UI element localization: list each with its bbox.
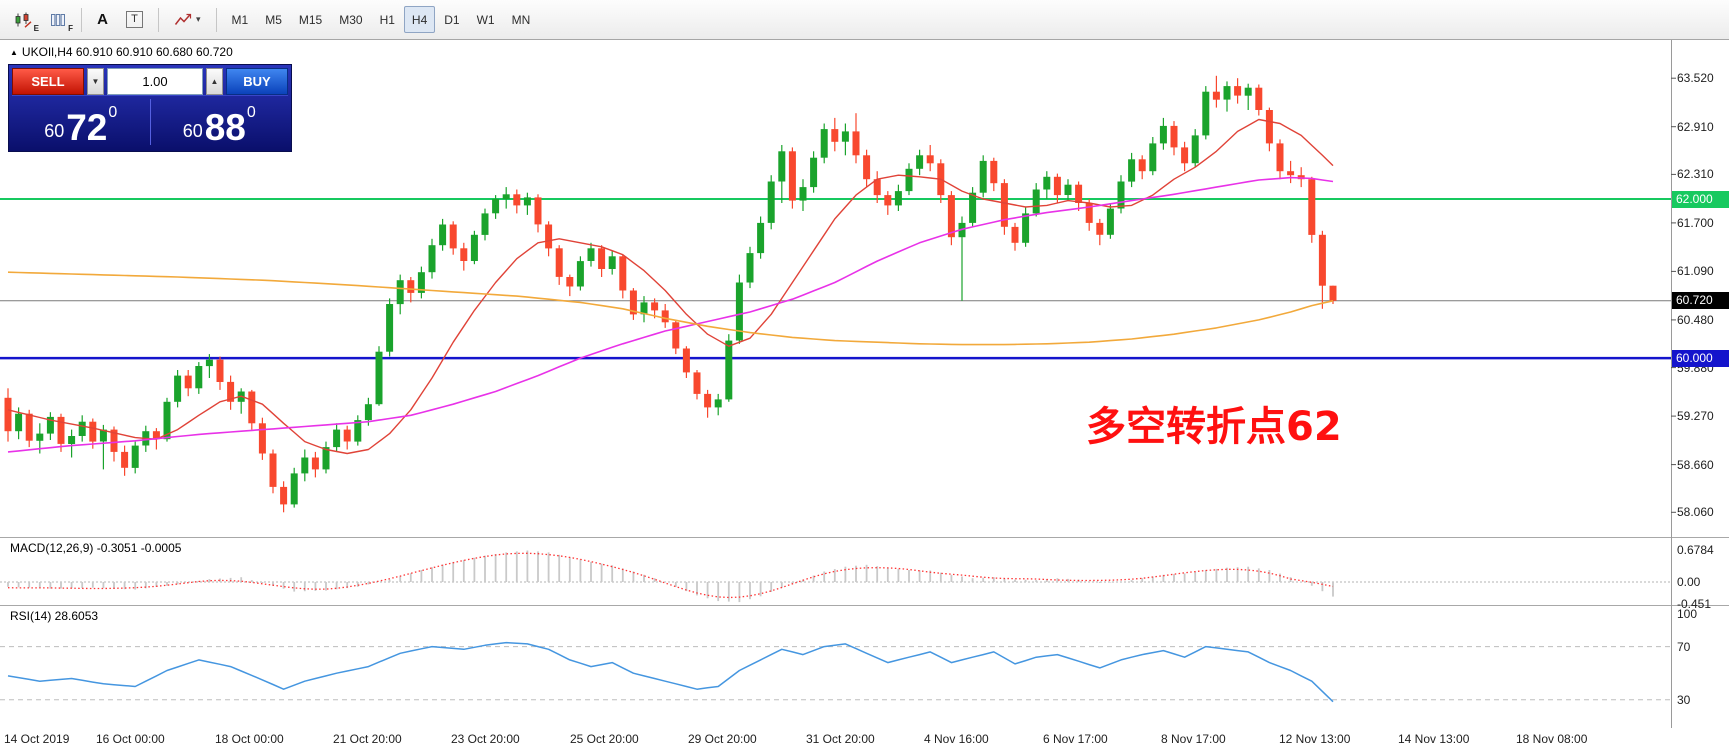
cursor-a-button[interactable]: A: [89, 6, 116, 33]
macd-axis-label: -0.451: [1677, 597, 1712, 611]
price-display-row: 60 72 0 60 88 0: [12, 95, 288, 148]
price-tick-label: 58.660: [1677, 458, 1714, 472]
time-axis-label: 16 Oct 00:00: [96, 732, 165, 746]
toolbar-separator: [215, 7, 217, 32]
rsi-axis-label: 100: [1677, 607, 1698, 621]
symbol-info-line: ▲ UKOIl,H4 60.910 60.910 60.680 60.720: [10, 45, 233, 59]
price-axis[interactable]: 63.520 62.910 62.310 61.700 61.090 60.480 59.8…: [1671, 40, 1729, 750]
text-tool-button[interactable]: T: [118, 6, 151, 33]
text-tool-icon: T: [126, 11, 143, 28]
timeframe-m1[interactable]: M1: [224, 6, 257, 33]
time-axis-label: 14 Oct 2019: [4, 732, 70, 746]
time-axis-label: 4 Nov 16:00: [924, 732, 989, 746]
collapse-arrow-icon[interactable]: ▲: [10, 48, 18, 57]
chart-objects-icon: [15, 12, 32, 28]
buy-price-sup: 0: [246, 104, 256, 121]
sell-price-big: 72: [66, 106, 108, 148]
timeframe-d1[interactable]: D1: [436, 6, 467, 33]
buy-price-big: 88: [204, 106, 246, 148]
toolbar-separator: [158, 7, 159, 32]
badge-letter-f: F: [68, 24, 73, 33]
volume-dropdown-button[interactable]: ▼: [87, 68, 104, 95]
price-tick-label: 61.700: [1677, 216, 1714, 230]
timeframe-group: M1 M5 M15 M30 H1 H4 D1 W1 MN: [224, 6, 539, 33]
time-axis-label: 23 Oct 20:00: [451, 732, 520, 746]
main-toolbar: E F A T ▾ M1 M5 M15 M30 H1 H4 D1 W1 MN: [0, 0, 1729, 40]
time-axis-label: 25 Oct 20:00: [570, 732, 639, 746]
time-axis-label: 6 Nov 17:00: [1043, 732, 1108, 746]
price-tick-label: 63.520: [1677, 71, 1714, 85]
volume-input[interactable]: [107, 68, 203, 95]
timeframe-h1[interactable]: H1: [372, 6, 403, 33]
buy-price-display[interactable]: 60 88 0: [151, 96, 289, 148]
time-axis-label: 8 Nov 17:00: [1161, 732, 1226, 746]
timeframe-m15[interactable]: M15: [291, 6, 330, 33]
timeframe-w1[interactable]: W1: [469, 6, 503, 33]
badge-letter-e: E: [33, 24, 39, 33]
caret-down-icon: ▼: [91, 77, 100, 86]
line-style-tool-icon: [174, 13, 192, 25]
macd-indicator-label: MACD(12,26,9) -0.3051 -0.0005: [10, 541, 182, 555]
time-axis-label: 29 Oct 20:00: [688, 732, 757, 746]
rsi-indicator-label: RSI(14) 28.6053: [10, 609, 99, 623]
time-axis-label: 18 Oct 00:00: [215, 732, 284, 746]
indicator-columns-icon: [51, 13, 66, 26]
time-axis-label: 31 Oct 20:00: [806, 732, 875, 746]
caret-down-icon: ▾: [196, 14, 201, 24]
timeframe-m30[interactable]: M30: [331, 6, 370, 33]
time-axis-label: 12 Nov 13:00: [1279, 732, 1351, 746]
macd-axis-label: 0.00: [1677, 575, 1701, 589]
time-axis-label: 14 Nov 13:00: [1398, 732, 1470, 746]
sell-price-sup: 0: [108, 104, 118, 121]
price-level-badge: 62.000: [1672, 191, 1729, 208]
macd-axis-label: 0.6784: [1677, 543, 1714, 557]
price-tick-label: 59.270: [1677, 409, 1714, 423]
chart-annotation-text: 多空转折点62: [1086, 404, 1342, 450]
rsi-axis-label: 30: [1677, 693, 1691, 707]
line-style-button[interactable]: ▾: [166, 6, 209, 33]
time-axis[interactable]: 14 Oct 2019 16 Oct 00:00 18 Oct 00:00 21 Oc…: [0, 728, 1729, 750]
sell-price-display[interactable]: 60 72 0: [12, 96, 150, 148]
volume-up-button[interactable]: ▲: [206, 68, 223, 95]
rsi-axis-label: 70: [1677, 640, 1691, 654]
price-level-badge: 60.720: [1672, 292, 1729, 309]
caret-up-icon: ▲: [210, 77, 219, 86]
indicator-columns-button[interactable]: F: [42, 6, 74, 33]
price-tick-label: 62.310: [1677, 167, 1714, 181]
timeframe-mn[interactable]: MN: [504, 6, 539, 33]
chart-objects-button[interactable]: E: [6, 6, 40, 33]
buy-button[interactable]: BUY: [226, 68, 288, 95]
price-tick-label: 58.060: [1677, 505, 1714, 519]
price-tick-label: 61.090: [1677, 264, 1714, 278]
time-axis-label: 21 Oct 20:00: [333, 732, 402, 746]
timeframe-h4[interactable]: H4: [403, 6, 436, 33]
price-tick-label: 60.480: [1677, 313, 1714, 327]
toolbar-separator: [81, 7, 82, 32]
buy-price-small: 60: [182, 121, 203, 141]
price-tick-label: 62.910: [1677, 120, 1714, 134]
sell-price-small: 60: [44, 121, 65, 141]
symbol-ohlc-text: UKOIl,H4 60.910 60.910 60.680 60.720: [21, 45, 233, 59]
timeframe-m5[interactable]: M5: [257, 6, 290, 33]
time-axis-label: 18 Nov 08:00: [1516, 732, 1588, 746]
price-level-badge: 60.000: [1672, 350, 1729, 367]
sell-button[interactable]: SELL: [12, 68, 84, 95]
